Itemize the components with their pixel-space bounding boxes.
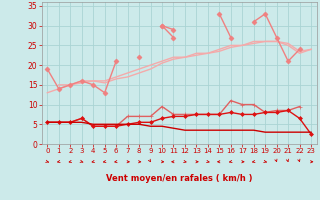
X-axis label: Vent moyen/en rafales ( km/h ): Vent moyen/en rafales ( km/h ) [106,174,252,183]
